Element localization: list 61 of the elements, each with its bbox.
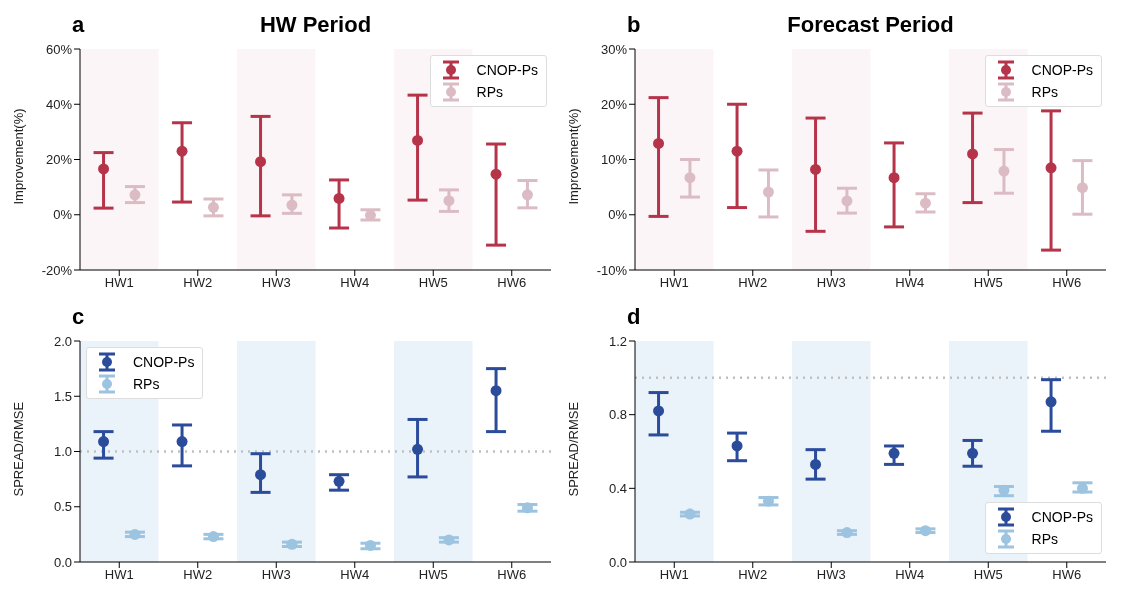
legend-label: RPs bbox=[133, 376, 160, 392]
text: a bbox=[72, 12, 85, 37]
y-tick-label: 0.4 bbox=[608, 480, 627, 496]
y-axis-title: SPREAD/RMSE bbox=[10, 401, 26, 497]
y-tick-label: 20% bbox=[45, 152, 73, 168]
x-tick-label: HW6 bbox=[497, 567, 527, 583]
x-tick-label: HW2 bbox=[183, 567, 213, 583]
y-tick-label: 0% bbox=[53, 207, 73, 223]
y-axis-title: Improvement(%) bbox=[10, 108, 26, 205]
legend-label: RPs bbox=[476, 84, 503, 100]
x-tick-label: HW3 bbox=[816, 567, 846, 583]
x-tick-label: HW2 bbox=[738, 567, 768, 583]
x-tick-label: HW2 bbox=[183, 275, 213, 291]
legend-label: RPs bbox=[1031, 84, 1058, 100]
x-tick-label: HW6 bbox=[1052, 567, 1082, 583]
y-tick-label: -20% bbox=[41, 262, 73, 278]
chart-title: Forecast Period bbox=[787, 12, 954, 37]
legend-label: CNOP-Ps bbox=[1031, 509, 1093, 525]
chart-title: HW Period bbox=[259, 12, 372, 37]
legend-label: CNOP-Ps bbox=[133, 354, 195, 370]
y-axis-title: SPREAD/RMSE bbox=[565, 401, 581, 497]
y-tick-label: -10% bbox=[596, 262, 628, 278]
x-tick-label: HW6 bbox=[497, 275, 527, 291]
y-tick-label: 2.0 bbox=[53, 333, 72, 349]
y-tick-label: 30% bbox=[600, 41, 628, 57]
y-tick-label: 0.0 bbox=[53, 554, 72, 570]
text: c bbox=[72, 304, 85, 329]
x-tick-label: HW6 bbox=[1052, 275, 1082, 291]
x-tick-label: HW4 bbox=[340, 275, 370, 291]
legend-label: CNOP-Ps bbox=[476, 62, 538, 78]
x-tick-label: HW5 bbox=[973, 567, 1003, 583]
y-tick-label: 20% bbox=[600, 96, 628, 112]
x-tick-label: HW4 bbox=[340, 567, 370, 583]
y-tick-label: 10% bbox=[600, 152, 628, 168]
y-tick-label: 1.0 bbox=[53, 444, 72, 460]
x-tick-label: HW4 bbox=[895, 275, 925, 291]
legend-label: RPs bbox=[1031, 531, 1058, 547]
x-tick-label: HW1 bbox=[104, 275, 134, 291]
y-tick-label: 0.8 bbox=[608, 407, 627, 423]
y-tick-label: 0% bbox=[608, 207, 628, 223]
y-tick-label: 1.2 bbox=[608, 333, 627, 349]
x-tick-label: HW1 bbox=[659, 275, 689, 291]
text: b bbox=[627, 12, 641, 37]
x-tick-label: HW5 bbox=[973, 275, 1003, 291]
x-tick-label: HW3 bbox=[261, 567, 291, 583]
y-tick-label: 40% bbox=[45, 96, 73, 112]
x-tick-label: HW1 bbox=[659, 567, 689, 583]
x-tick-label: HW4 bbox=[895, 567, 925, 583]
text: d bbox=[627, 304, 641, 329]
legend-label: CNOP-Ps bbox=[1031, 62, 1093, 78]
x-tick-label: HW5 bbox=[418, 275, 448, 291]
x-tick-label: HW3 bbox=[816, 275, 846, 291]
x-tick-label: HW1 bbox=[104, 567, 134, 583]
y-tick-label: 1.5 bbox=[53, 388, 72, 404]
y-tick-label: 60% bbox=[45, 41, 73, 57]
y-tick-label: 0.0 bbox=[608, 554, 627, 570]
y-tick-label: 0.5 bbox=[53, 499, 72, 515]
y-axis-title: Improvement(%) bbox=[565, 108, 581, 205]
x-tick-label: HW3 bbox=[261, 275, 291, 291]
x-tick-label: HW2 bbox=[738, 275, 768, 291]
x-tick-label: HW5 bbox=[418, 567, 448, 583]
